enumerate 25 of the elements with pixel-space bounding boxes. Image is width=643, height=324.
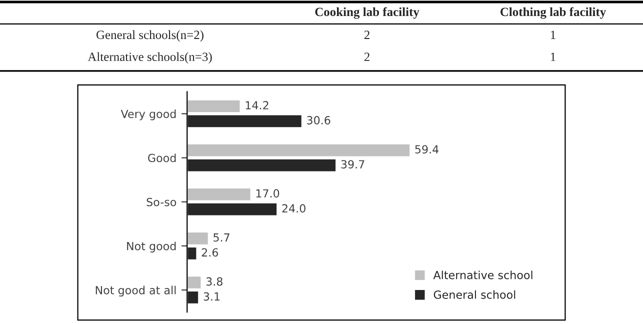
- data-label: 5.7: [214, 233, 230, 242]
- data-label: 3.1: [204, 292, 220, 301]
- legend-label: Alternative school: [433, 270, 532, 280]
- y-tick-label: Good: [148, 154, 176, 162]
- text: 2: [364, 30, 370, 39]
- data-label: 14.2: [246, 101, 268, 110]
- category-label: Cooking lab facility: [315, 7, 420, 19]
- data-label: 59.4: [415, 145, 439, 154]
- category-label: General schools(n=2): [96, 30, 204, 42]
- category-label: Clothing lab facility: [500, 7, 606, 19]
- category-label: Alternative schools(n=3): [88, 52, 212, 64]
- y-tick-label: Not good at all: [96, 286, 176, 297]
- data-label: 2.6: [202, 248, 218, 257]
- y-tick-label: Very good: [120, 110, 176, 120]
- data-label: 30.6: [307, 116, 330, 124]
- data-label: 39.7: [341, 160, 364, 169]
- y-tick-label: So-so: [146, 198, 176, 206]
- data-label: 24.0: [282, 204, 306, 213]
- text: 1: [550, 52, 556, 61]
- data-label: 17.0: [256, 189, 280, 198]
- y-tick-label: Not good: [127, 242, 176, 252]
- legend-label: General school: [434, 290, 516, 299]
- text: 1: [550, 30, 556, 39]
- data-label: 3.8: [206, 277, 222, 286]
- text: 2: [364, 52, 370, 61]
